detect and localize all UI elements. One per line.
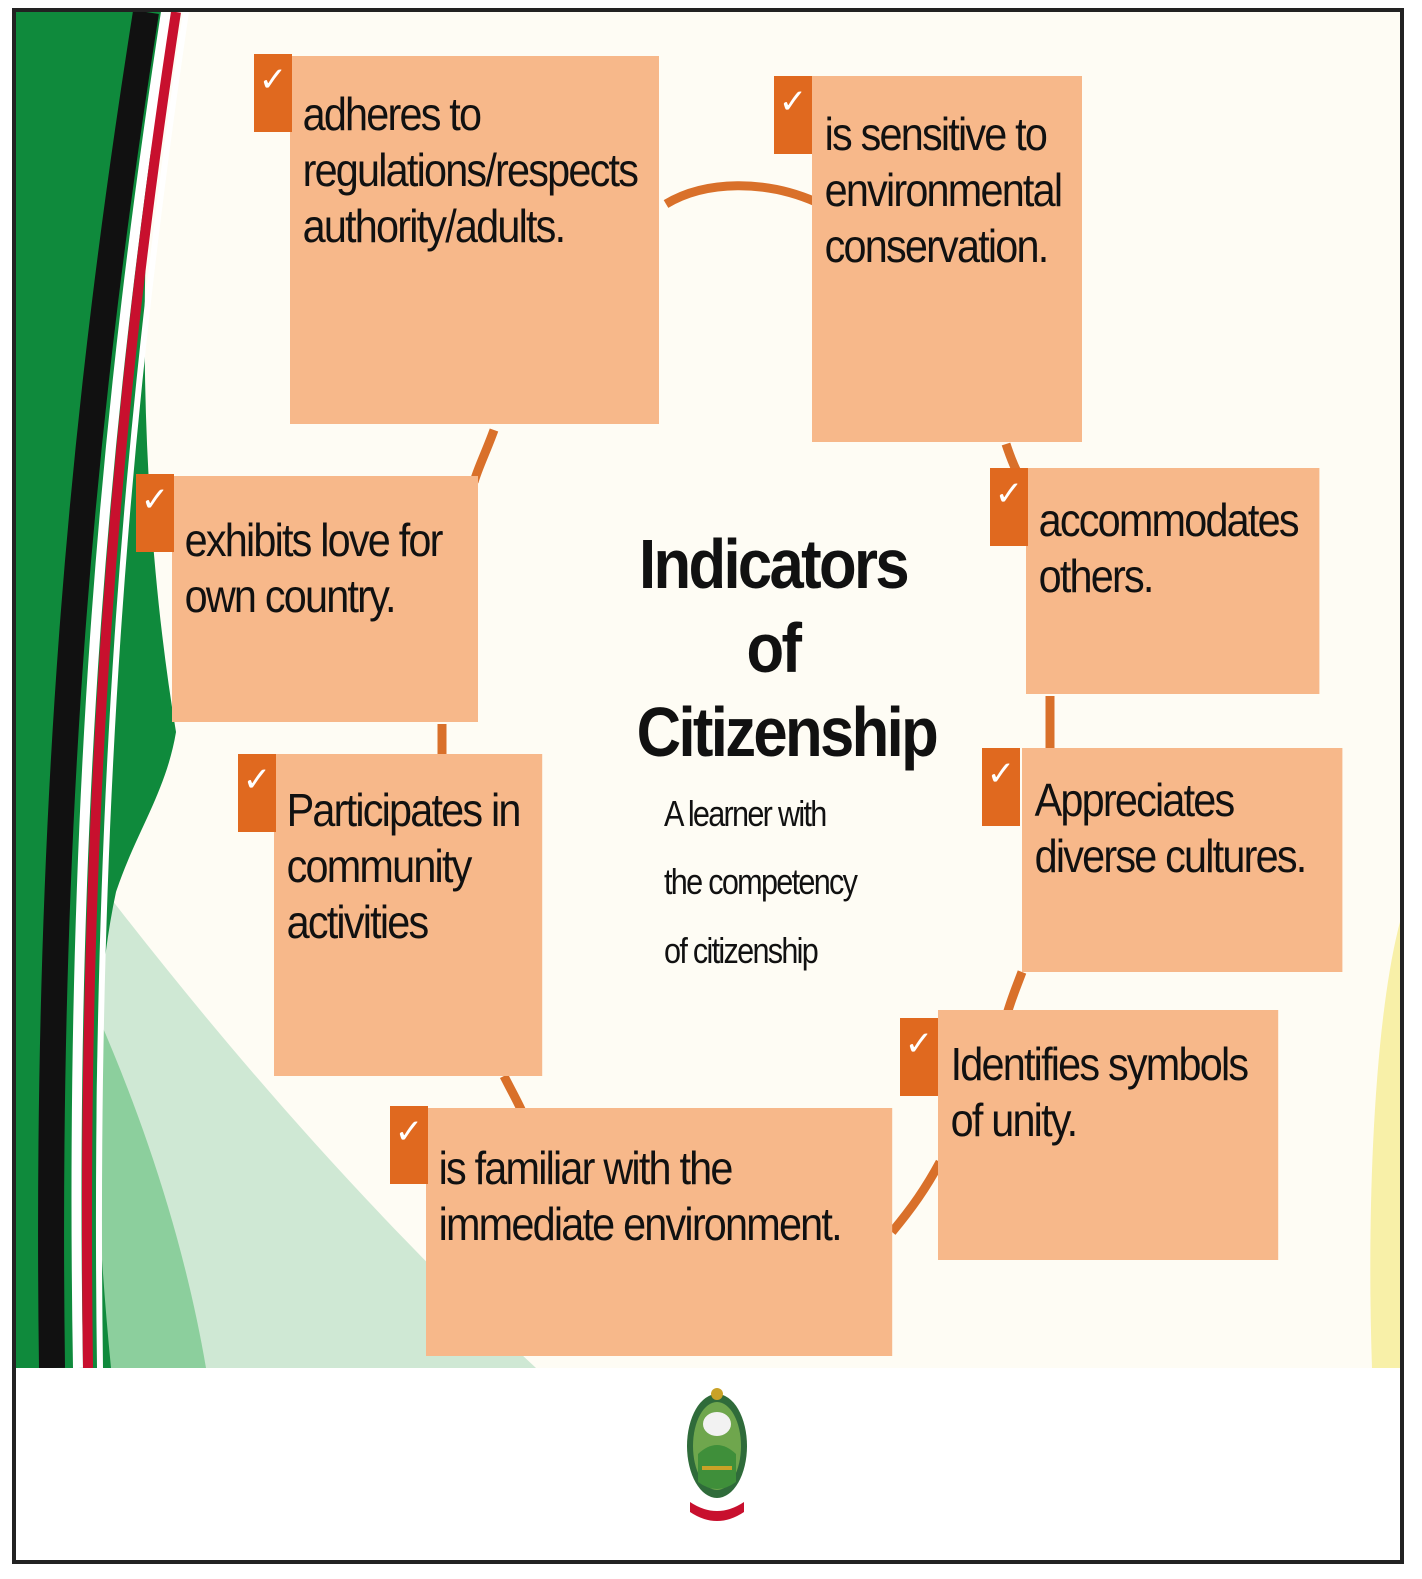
decorative-background bbox=[16, 12, 1400, 1368]
indicator-box-familiar: is familiar with the immediate environme… bbox=[426, 1108, 893, 1356]
flag-white-stripe-2 bbox=[95, 12, 189, 1368]
check-icon: ✓ bbox=[900, 1018, 938, 1096]
connector-adheres-exhibits bbox=[469, 428, 499, 484]
check-icon: ✓ bbox=[254, 54, 292, 132]
indicator-box-exhibits: exhibits love for own country. bbox=[172, 476, 478, 722]
indicator-text-identifies: Identifies symbols of unity. bbox=[950, 1038, 1249, 1147]
indicator-text-exhibits: exhibits love for own country. bbox=[184, 514, 444, 623]
slide-content: adheres to regulations/respects authorit… bbox=[16, 12, 1400, 1368]
diagram-subtitle: A learner with the competency of citizen… bbox=[664, 793, 858, 971]
flag-black-stripe bbox=[38, 12, 159, 1368]
indicator-box-adheres: adheres to regulations/respects authorit… bbox=[290, 56, 659, 424]
indicator-text-familiar: is familiar with the immediate environme… bbox=[438, 1142, 843, 1251]
yellow-edge-accent bbox=[1370, 922, 1400, 1368]
coat-of-arms-icon bbox=[687, 1388, 747, 1521]
slide-frame: adheres to regulations/respects authorit… bbox=[12, 8, 1404, 1564]
indicator-text-appreciates: Appreciates diverse cultures. bbox=[1034, 774, 1308, 883]
flag-white-stripe bbox=[71, 12, 171, 1368]
indicator-box-participates: Participates in community activities bbox=[274, 754, 543, 1076]
check-icon: ✓ bbox=[136, 474, 174, 552]
check-icon: ✓ bbox=[390, 1106, 428, 1184]
connector-familiar-identifies bbox=[888, 1159, 944, 1235]
diagram-title: Indicators of Citizenship bbox=[636, 525, 939, 771]
indicator-text-accommodates: accommodates others. bbox=[1038, 494, 1300, 603]
indicator-text-adheres: adheres to regulations/respects authorit… bbox=[302, 88, 639, 253]
check-icon: ✓ bbox=[774, 76, 812, 154]
connector-arc-top bbox=[663, 181, 818, 208]
indicator-box-identifies: Identifies symbols of unity. bbox=[938, 1010, 1279, 1260]
indicator-box-accommodates: accommodates others. bbox=[1026, 468, 1320, 694]
indicator-box-sensitive: is sensitive to environmental conservati… bbox=[812, 76, 1082, 442]
indicator-box-appreciates: Appreciates diverse cultures. bbox=[1022, 748, 1343, 972]
flag-red-stripe bbox=[81, 12, 181, 1368]
check-icon: ✓ bbox=[990, 468, 1028, 546]
indicator-text-participates: Participates in community activities bbox=[286, 784, 522, 949]
check-icon: ✓ bbox=[238, 754, 276, 832]
check-icon: ✓ bbox=[982, 748, 1020, 826]
indicator-text-sensitive: is sensitive to environmental conservati… bbox=[824, 108, 1063, 273]
